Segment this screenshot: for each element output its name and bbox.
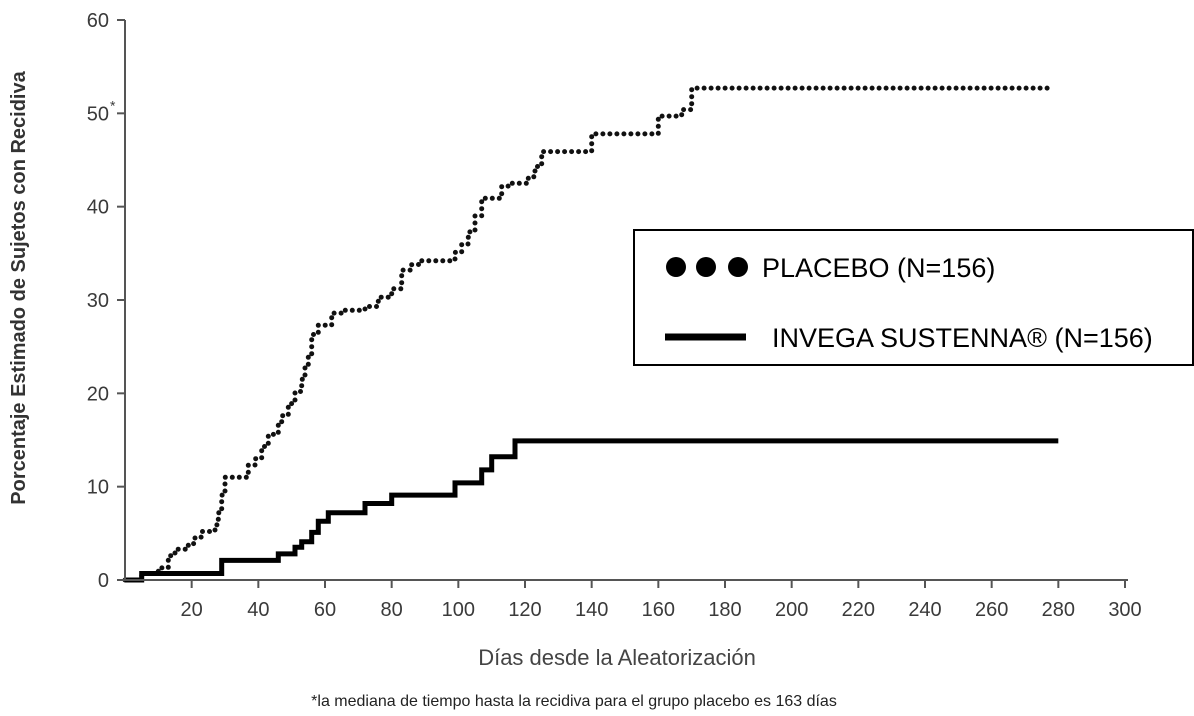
y-tick-label: 60 xyxy=(87,10,109,32)
y-tick-label: 0 xyxy=(98,570,109,592)
y-tick-label: 30 xyxy=(87,290,109,312)
x-tick-label: 140 xyxy=(575,599,608,621)
x-tick-label: 300 xyxy=(1108,599,1141,621)
legend: PLACEBO (N=156) INVEGA SUSTENNA® (N=156) xyxy=(633,229,1194,366)
y-tick-label: 10 xyxy=(87,477,109,499)
legend-placebo-dot xyxy=(728,257,748,277)
series-1-placebo-line xyxy=(122,85,1051,583)
legend-placebo-label: PLACEBO (N=156) xyxy=(762,253,995,283)
footnote: *la mediana de tiempo hasta la recidiva … xyxy=(311,693,837,710)
x-tick-label: 220 xyxy=(842,599,875,621)
legend-box xyxy=(633,229,1194,366)
y-axis-title: Porcentaje Estimado de Sujetos con Recid… xyxy=(8,70,30,504)
x-tick-label: 180 xyxy=(708,599,741,621)
legend-placebo-dot xyxy=(666,257,686,277)
x-tick-label: 120 xyxy=(508,599,541,621)
series-layer xyxy=(122,85,1059,583)
x-tick-label: 260 xyxy=(975,599,1008,621)
y-tick-marker: * xyxy=(110,97,116,113)
x-tick-label: 200 xyxy=(775,599,808,621)
y-tick-label: 40 xyxy=(87,197,109,219)
x-tick-label: 100 xyxy=(442,599,475,621)
x-tick-label: 160 xyxy=(642,599,675,621)
ticks-layer: 20 40 60 80 100 120 140 160 180 200 220 240 260 280 30… xyxy=(87,10,1142,621)
x-tick-label: 60 xyxy=(314,599,336,621)
x-tick-label: 20 xyxy=(181,599,203,621)
y-tick-label: 20 xyxy=(87,383,109,405)
x-tick-label: 280 xyxy=(1042,599,1075,621)
legend-placebo-dot xyxy=(696,257,716,277)
y-tick-label: 50 xyxy=(87,103,109,125)
legend-invega-label: INVEGA SUSTENNA® (N=156) xyxy=(772,323,1153,353)
x-tick-label: 240 xyxy=(908,599,941,621)
x-axis-title: Días desde la Aleatorización xyxy=(478,645,756,670)
series-2-invega-line xyxy=(125,438,1059,583)
x-tick-label: 40 xyxy=(247,599,269,621)
x-tick-label: 80 xyxy=(381,599,403,621)
